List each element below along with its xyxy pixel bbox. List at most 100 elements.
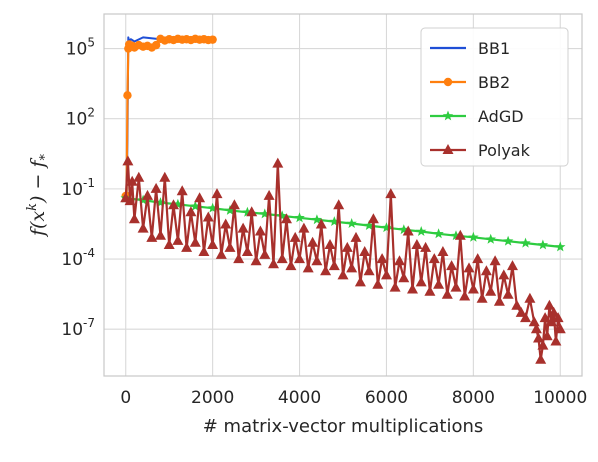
data-point-polyak: [285, 260, 297, 271]
data-point-polyak: [276, 253, 288, 264]
data-point-polyak: [407, 283, 418, 294]
svg-text:f(xk) − f*: f(xk) − f*: [25, 153, 53, 238]
data-point-bb2: [208, 35, 217, 44]
data-point-polyak: [268, 258, 279, 269]
data-point-polyak: [402, 225, 414, 236]
data-point-polyak: [137, 222, 149, 233]
data-point-polyak: [550, 335, 562, 346]
x-tick-label: 10000: [533, 388, 587, 408]
series-layer: [120, 34, 566, 364]
data-point-polyak: [376, 253, 388, 264]
legend-label-bb2: BB2: [478, 73, 510, 92]
data-point-polyak: [350, 231, 362, 242]
data-point-polyak: [467, 283, 479, 294]
data-point-polyak: [228, 199, 240, 210]
data-point-polyak: [528, 316, 540, 327]
data-point-polyak: [367, 213, 379, 224]
data-point-bb2: [123, 91, 132, 100]
data-point-polyak: [535, 353, 547, 364]
data-point-adgd: [468, 231, 479, 242]
data-point-polyak: [159, 171, 171, 182]
data-point-polyak: [520, 312, 531, 323]
y-tick-label: 105: [66, 36, 95, 60]
data-point-polyak: [272, 157, 284, 168]
data-point-polyak: [320, 265, 332, 276]
data-point-adgd: [537, 239, 549, 250]
data-point-polyak: [298, 222, 310, 233]
data-point-polyak: [463, 262, 475, 273]
data-point-adgd: [259, 208, 270, 219]
legend-box: [420, 27, 569, 167]
data-point-polyak: [146, 231, 158, 242]
data-point-polyak: [552, 312, 564, 323]
data-point-adgd: [276, 210, 288, 221]
y-tick-label: 10-7: [61, 316, 95, 340]
x-tick-label: 8000: [452, 388, 495, 408]
data-point-polyak: [502, 288, 514, 299]
data-point-polyak: [333, 199, 345, 210]
x-tick-label: 2000: [191, 388, 234, 408]
data-point-polyak: [554, 323, 566, 334]
data-point-polyak: [381, 269, 392, 280]
data-point-polyak: [181, 241, 193, 252]
data-point-adgd: [485, 233, 496, 244]
data-point-polyak: [507, 260, 518, 271]
legend-label-polyak: Polyak: [478, 141, 531, 160]
data-point-polyak: [241, 246, 253, 256]
data-point-polyak: [411, 239, 423, 249]
data-point-polyak: [150, 182, 162, 193]
data-point-adgd: [294, 212, 305, 223]
data-point-polyak: [168, 199, 179, 210]
data-point-polyak: [142, 189, 153, 200]
data-point-polyak: [389, 281, 401, 292]
data-point-adgd: [311, 214, 323, 225]
data-point-adgd: [433, 228, 444, 239]
data-point-adgd: [224, 204, 236, 215]
data-point-polyak: [441, 288, 453, 299]
data-point-polyak: [524, 292, 536, 303]
data-point-polyak: [346, 262, 358, 273]
data-point-polyak: [472, 253, 484, 264]
data-point-polyak: [302, 262, 314, 273]
data-point-polyak: [454, 229, 466, 240]
data-point-polyak: [215, 248, 227, 259]
data-point-adgd: [363, 220, 375, 230]
data-point-polyak: [250, 255, 262, 266]
data-point-polyak: [446, 260, 458, 271]
data-point-polyak: [341, 241, 353, 252]
data-point-adgd: [242, 206, 253, 217]
data-point-bb2: [151, 40, 161, 50]
legend-label-adgd: AdGD: [478, 107, 524, 126]
data-point-polyak: [324, 239, 336, 249]
data-point-polyak: [546, 316, 558, 327]
data-point-polyak: [133, 171, 145, 182]
data-point-adgd: [520, 237, 531, 248]
data-point-polyak: [163, 239, 175, 249]
data-point-adgd: [346, 218, 357, 228]
data-point-polyak: [198, 246, 210, 256]
data-point-adgd: [155, 197, 166, 207]
data-point-polyak: [450, 281, 462, 292]
data-point-adgd: [329, 216, 340, 226]
data-point-polyak: [537, 339, 549, 350]
data-point-polyak: [398, 272, 410, 283]
y-tick-label: 10-4: [61, 246, 95, 270]
data-point-polyak: [233, 253, 245, 264]
data-point-adgd: [207, 202, 218, 213]
data-point-polyak: [211, 188, 223, 199]
legend-marker-polyak: [442, 144, 454, 154]
data-point-polyak: [420, 241, 432, 252]
data-point-polyak: [437, 246, 449, 256]
data-point-polyak: [459, 290, 471, 301]
data-point-adgd: [416, 226, 427, 236]
legend: BB1 BB2 AdGD Polyak: [420, 27, 569, 167]
x-axis-label: # matrix-vector multiplications: [203, 416, 484, 437]
data-point-polyak: [126, 175, 138, 186]
y-tick-label: 10-1: [61, 176, 95, 200]
data-point-polyak: [315, 218, 327, 229]
data-point-polyak: [433, 278, 445, 289]
data-point-polyak: [511, 299, 523, 310]
data-point-polyak: [176, 185, 188, 196]
data-point-polyak: [385, 188, 397, 199]
